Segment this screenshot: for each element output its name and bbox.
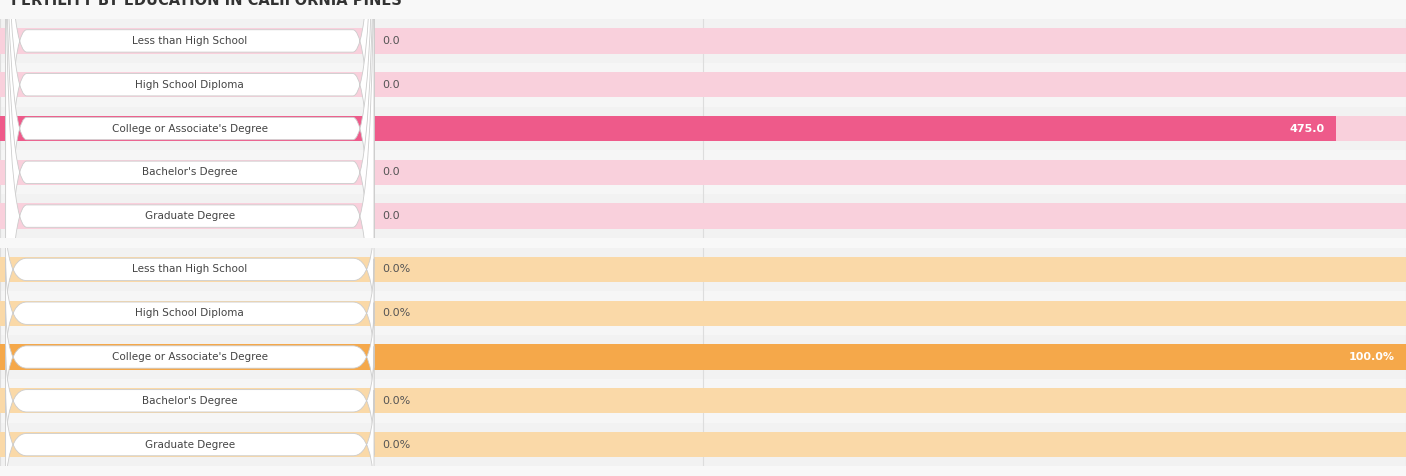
FancyBboxPatch shape [6, 0, 374, 476]
Bar [0, 203, 1406, 229]
Bar [0, 335, 1406, 379]
Bar [0, 159, 1406, 185]
Bar [0, 150, 1406, 194]
FancyBboxPatch shape [6, 346, 374, 456]
Text: 475.0: 475.0 [1289, 123, 1324, 134]
Text: College or Associate's Degree: College or Associate's Degree [112, 352, 267, 362]
FancyBboxPatch shape [6, 215, 374, 324]
Bar [0, 194, 1406, 238]
Bar [0, 63, 1406, 107]
Bar [0, 248, 1406, 291]
FancyBboxPatch shape [6, 258, 374, 368]
Bar [0, 116, 1336, 141]
Bar [0, 107, 1406, 150]
Bar [0, 344, 1406, 370]
Text: Less than High School: Less than High School [132, 36, 247, 46]
Bar [0, 423, 1406, 466]
Bar [0, 72, 1406, 98]
FancyBboxPatch shape [6, 302, 374, 412]
Text: 0.0: 0.0 [382, 36, 401, 46]
Text: FERTILITY BY EDUCATION IN CALIFORNIA PINES: FERTILITY BY EDUCATION IN CALIFORNIA PIN… [11, 0, 402, 8]
FancyBboxPatch shape [6, 390, 374, 476]
Bar [0, 116, 1406, 141]
FancyBboxPatch shape [6, 0, 374, 476]
Text: 0.0%: 0.0% [382, 264, 411, 275]
Text: 0.0: 0.0 [382, 79, 401, 90]
Bar [0, 388, 1406, 414]
FancyBboxPatch shape [6, 0, 374, 402]
Bar [0, 344, 1406, 370]
FancyBboxPatch shape [6, 0, 374, 446]
Bar [0, 432, 1406, 457]
Text: 0.0: 0.0 [382, 211, 401, 221]
Text: Bachelor's Degree: Bachelor's Degree [142, 167, 238, 178]
Bar [0, 28, 1406, 54]
Text: Bachelor's Degree: Bachelor's Degree [142, 396, 238, 406]
Text: Graduate Degree: Graduate Degree [145, 439, 235, 450]
Bar [0, 379, 1406, 423]
Bar [0, 19, 1406, 63]
Text: Less than High School: Less than High School [132, 264, 247, 275]
Text: Graduate Degree: Graduate Degree [145, 211, 235, 221]
Text: 0.0%: 0.0% [382, 396, 411, 406]
Text: College or Associate's Degree: College or Associate's Degree [112, 123, 267, 134]
Bar [0, 300, 1406, 326]
Text: 0.0%: 0.0% [382, 308, 411, 318]
Text: High School Diploma: High School Diploma [135, 308, 245, 318]
FancyBboxPatch shape [6, 0, 374, 358]
Text: 100.0%: 100.0% [1348, 352, 1395, 362]
Bar [0, 291, 1406, 335]
Bar [0, 257, 1406, 282]
Text: 0.0%: 0.0% [382, 439, 411, 450]
Text: High School Diploma: High School Diploma [135, 79, 245, 90]
Text: 0.0: 0.0 [382, 167, 401, 178]
